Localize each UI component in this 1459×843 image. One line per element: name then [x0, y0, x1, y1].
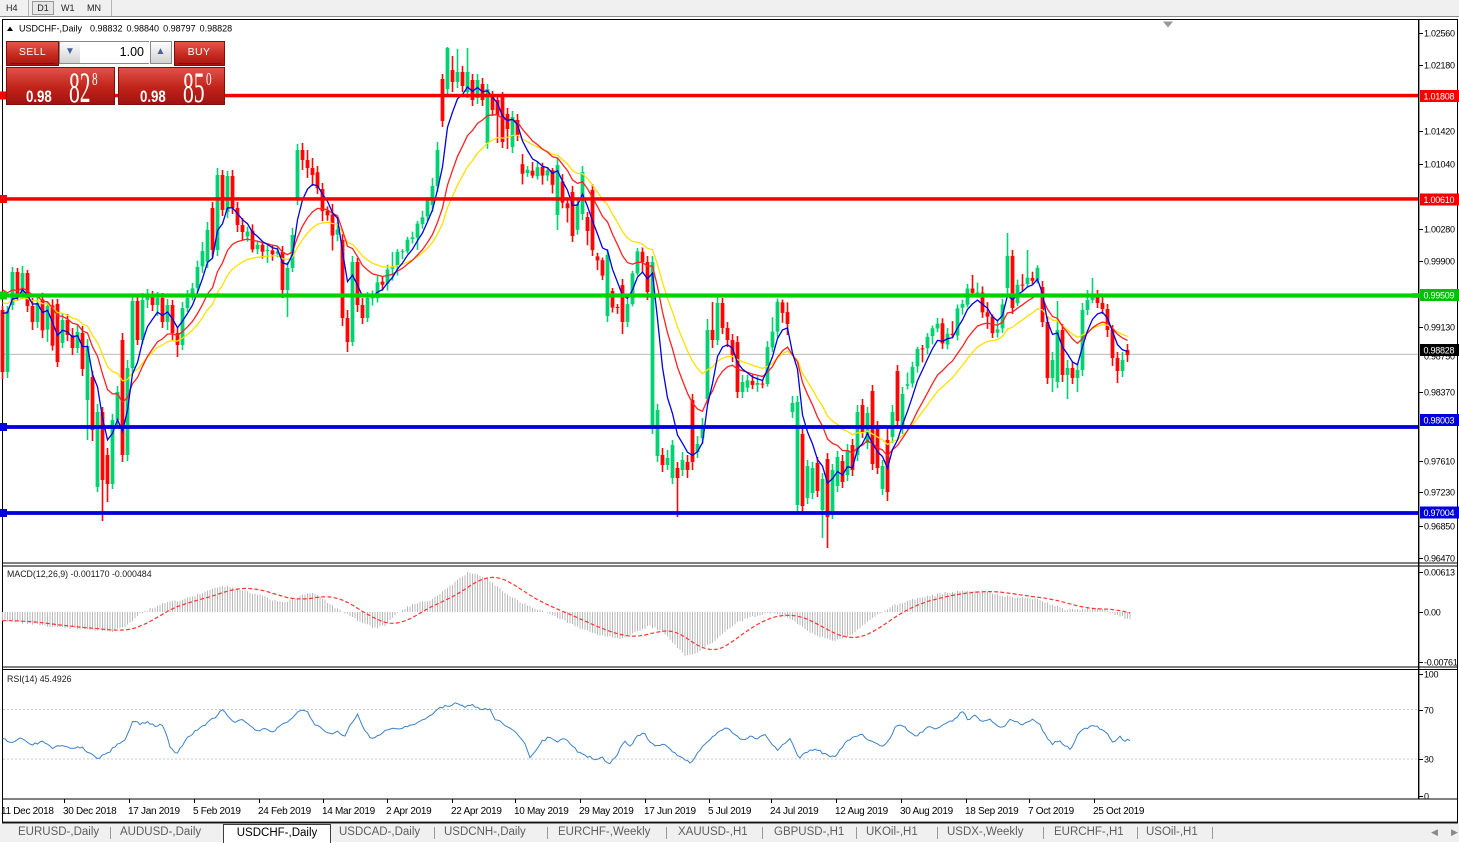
svg-text:14 Mar 2019: 14 Mar 2019: [322, 806, 376, 817]
svg-text:1.00610: 1.00610: [1424, 195, 1455, 205]
svg-text:29 May 2019: 29 May 2019: [579, 806, 634, 817]
svg-text:18 Sep 2019: 18 Sep 2019: [965, 806, 1019, 817]
svg-text:12 Aug 2019: 12 Aug 2019: [835, 806, 889, 817]
svg-text:11 Dec 2018: 11 Dec 2018: [1, 806, 54, 817]
svg-text:1.00280: 1.00280: [1424, 225, 1455, 235]
svg-text:0.00613: 0.00613: [1424, 568, 1455, 578]
svg-text:0.00: 0.00: [1424, 608, 1441, 618]
svg-text:1.01040: 1.01040: [1424, 160, 1455, 170]
svg-text:MACD(12,26,9) -0.001170 -0.000: MACD(12,26,9) -0.001170 -0.000484: [7, 569, 152, 579]
svg-text:0.99900: 0.99900: [1424, 257, 1455, 267]
svg-text:5 Feb 2019: 5 Feb 2019: [193, 806, 241, 817]
svg-text:0.99130: 0.99130: [1424, 323, 1455, 333]
svg-text:17 Jan 2019: 17 Jan 2019: [128, 806, 180, 817]
svg-text:30 Dec 2018: 30 Dec 2018: [63, 806, 117, 817]
svg-text:17 Jun 2019: 17 Jun 2019: [644, 806, 696, 817]
svg-text:22 Apr 2019: 22 Apr 2019: [451, 806, 502, 817]
svg-text:0.97610: 0.97610: [1424, 457, 1455, 467]
svg-text:0: 0: [1424, 792, 1429, 802]
svg-text:30 Aug 2019: 30 Aug 2019: [900, 806, 954, 817]
svg-text:0.97230: 0.97230: [1424, 488, 1455, 498]
svg-text:25 Oct 2019: 25 Oct 2019: [1093, 806, 1145, 817]
svg-text:0.98003: 0.98003: [1424, 416, 1455, 426]
svg-text:0.98750: 0.98750: [1424, 352, 1455, 362]
svg-text:0.98828: 0.98828: [1424, 346, 1455, 356]
svg-text:30: 30: [1424, 755, 1434, 765]
svg-text:1.01420: 1.01420: [1424, 127, 1455, 137]
svg-text:0.97004: 0.97004: [1424, 508, 1455, 518]
svg-text:0.96470: 0.96470: [1424, 554, 1455, 564]
svg-text:70: 70: [1424, 706, 1434, 716]
svg-text:1.01808: 1.01808: [1424, 92, 1455, 102]
svg-text:1.02180: 1.02180: [1424, 61, 1455, 71]
svg-text:10 May 2019: 10 May 2019: [514, 806, 569, 817]
svg-text:24 Jul 2019: 24 Jul 2019: [770, 806, 819, 817]
svg-text:5 Jul 2019: 5 Jul 2019: [708, 806, 752, 817]
svg-text:USDCHF-,Daily 0.98832 0.98840: USDCHF-,Daily 0.98832 0.98840 0.98797 0.…: [19, 24, 232, 34]
svg-text:0.99509: 0.99509: [1424, 291, 1455, 301]
svg-text:0.96850: 0.96850: [1424, 522, 1455, 532]
svg-text:7 Oct 2019: 7 Oct 2019: [1028, 806, 1075, 817]
svg-text:2 Apr 2019: 2 Apr 2019: [386, 806, 432, 817]
svg-text:1.02560: 1.02560: [1424, 29, 1455, 39]
svg-text:RSI(14) 45.4926: RSI(14) 45.4926: [7, 674, 72, 684]
svg-text:24 Feb 2019: 24 Feb 2019: [258, 806, 312, 817]
svg-text:-0.00761: -0.00761: [1424, 658, 1458, 668]
svg-text:100: 100: [1424, 670, 1439, 680]
svg-text:0.98370: 0.98370: [1424, 388, 1455, 398]
